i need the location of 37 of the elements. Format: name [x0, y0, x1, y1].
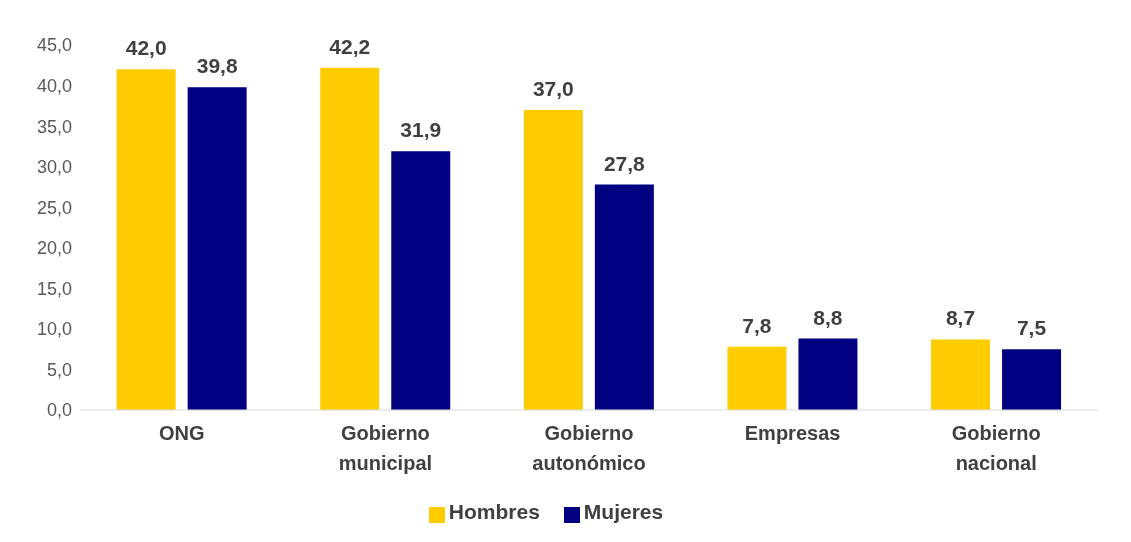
y-tick-label: 20,0 — [36, 238, 72, 259]
data-label: 42,2 — [329, 34, 371, 58]
bar — [594, 184, 654, 410]
x-tick-label: ONG — [159, 422, 205, 444]
y-tick-label: 40,0 — [36, 75, 72, 96]
bar — [391, 151, 451, 410]
y-tick-label: 5,0 — [46, 359, 72, 380]
data-label: 8,7 — [945, 306, 976, 330]
data-label: 37,0 — [532, 76, 574, 100]
y-tick-label: 0,0 — [46, 400, 72, 421]
data-label: 7,5 — [1016, 316, 1047, 340]
data-label: 42,0 — [125, 36, 167, 60]
bar — [523, 109, 583, 410]
x-tick-label: Gobierno municipal — [338, 422, 433, 474]
bar — [187, 87, 247, 410]
data-label: 8,8 — [813, 305, 843, 329]
data-label: 7,8 — [742, 313, 772, 337]
x-tick-label: Gobierno autonómico — [532, 422, 646, 474]
bar — [1002, 349, 1062, 410]
bar — [320, 67, 380, 410]
x-tick-label: Gobierno nacional — [951, 422, 1041, 474]
x-tick-label: Empresas — [744, 422, 841, 444]
data-label: 27,8 — [603, 151, 646, 175]
bar — [116, 69, 176, 410]
bar — [727, 346, 787, 410]
bar — [931, 339, 991, 410]
data-label: 39,8 — [196, 54, 238, 78]
y-tick-label: 35,0 — [36, 116, 72, 137]
y-tick-label: 10,0 — [36, 319, 72, 340]
y-tick-label: 30,0 — [36, 157, 72, 178]
y-tick-label: 45,0 — [36, 35, 72, 56]
data-label: 31,9 — [400, 118, 442, 142]
bar — [798, 338, 858, 410]
y-tick-label: 25,0 — [36, 197, 72, 218]
legend-label: Mujeres — [583, 500, 664, 523]
y-tick-label: 15,0 — [36, 278, 72, 299]
legend-label: Hombres — [448, 500, 540, 523]
